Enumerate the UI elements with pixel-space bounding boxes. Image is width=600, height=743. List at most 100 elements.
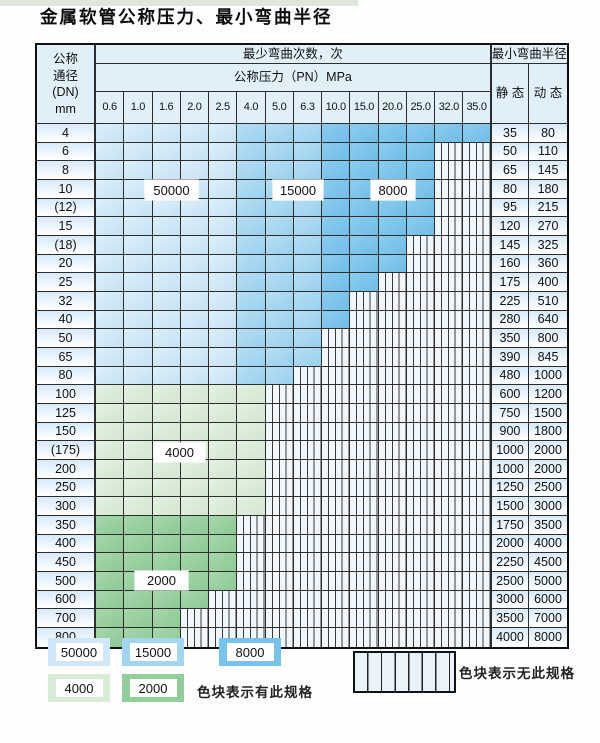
dn-cell: 400 xyxy=(37,534,96,554)
dn-cell: 500 xyxy=(37,572,96,591)
pressure-col-2.0: 2.0 xyxy=(180,92,210,124)
no-spec-cell xyxy=(322,628,351,647)
spec-cell xyxy=(152,254,181,274)
spec-cell xyxy=(96,572,125,591)
static-value: 1000 xyxy=(491,441,530,461)
spec-cell xyxy=(152,553,181,573)
no-spec-cell xyxy=(265,590,294,610)
spec-cell xyxy=(322,180,351,199)
static-value: 1000 xyxy=(491,460,530,479)
no-spec-cell xyxy=(406,553,436,573)
no-spec-cell xyxy=(463,236,492,255)
spec-cell xyxy=(152,366,181,386)
spec-cell xyxy=(209,161,238,181)
no-spec-cell xyxy=(322,329,351,349)
dn-cell: 200 xyxy=(37,460,96,479)
no-spec-cell xyxy=(350,460,379,479)
no-spec-cell xyxy=(463,534,492,554)
spec-cell xyxy=(293,161,323,181)
spec-cell xyxy=(152,590,181,610)
dn-header-line: mm xyxy=(55,101,76,116)
no-spec-cell xyxy=(406,366,436,386)
bend-times-header: 最少弯曲次数，次 xyxy=(96,45,492,64)
spec-cell xyxy=(237,254,266,274)
no-spec-cell xyxy=(322,366,351,386)
spec-cell xyxy=(124,609,153,629)
spec-cell xyxy=(322,142,351,162)
spec-cell xyxy=(180,124,210,143)
bend-times-label: 4000 xyxy=(154,443,205,462)
no-spec-cell xyxy=(406,404,436,423)
spec-cell xyxy=(124,478,153,498)
spec-table: 公称 通径 (DN) mm 最少弯曲次数，次 最小弯曲半径 公称压力（PN）MPa 静 态动 … xyxy=(35,43,569,649)
spec-cell xyxy=(124,329,153,349)
spec-cell xyxy=(124,161,153,181)
dynamic-value: 4000 xyxy=(529,534,567,554)
dn-cell: (18) xyxy=(37,236,96,255)
spec-cell xyxy=(124,273,153,293)
no-spec-cell xyxy=(435,161,464,181)
spec-cell xyxy=(209,422,238,442)
spec-cell xyxy=(378,254,407,274)
dynamic-value: 2000 xyxy=(529,460,567,479)
no-spec-cell xyxy=(237,516,266,535)
spec-cell xyxy=(237,161,266,181)
spec-cell xyxy=(152,329,181,349)
no-spec-cell xyxy=(378,310,407,330)
spec-cell xyxy=(124,348,153,367)
spec-cell xyxy=(237,366,266,386)
dynamic-value: 80 xyxy=(529,124,567,143)
scan-artifact-band xyxy=(0,0,358,6)
no-spec-cell xyxy=(378,460,407,479)
no-spec-cell xyxy=(265,516,294,535)
spec-cell xyxy=(152,142,181,162)
spec-cell xyxy=(265,366,294,386)
spec-cell xyxy=(209,217,238,237)
no-spec-cell xyxy=(406,254,436,274)
no-spec-cell xyxy=(350,422,379,442)
spec-cell xyxy=(209,198,238,218)
spec-cell xyxy=(124,422,153,442)
legend-chip-value: 8000 xyxy=(226,643,274,661)
spec-cell xyxy=(152,404,181,423)
spec-cell xyxy=(180,329,210,349)
dn-cell: 15 xyxy=(37,217,96,237)
legend-has-spec-label: 色块表示有此规格 xyxy=(197,685,313,700)
spec-cell xyxy=(378,161,407,181)
spec-cell xyxy=(209,478,238,498)
dn-cell: 50 xyxy=(37,329,96,349)
spec-cell xyxy=(96,497,125,517)
spec-cell xyxy=(350,124,379,143)
spec-cell xyxy=(463,124,492,143)
spec-cell xyxy=(237,310,266,330)
no-spec-cell xyxy=(435,572,464,591)
no-spec-cell xyxy=(378,404,407,423)
spec-cell xyxy=(124,516,153,535)
no-spec-cell xyxy=(378,628,407,647)
no-spec-cell xyxy=(435,590,464,610)
dynamic-value: 5000 xyxy=(529,572,567,591)
bend-times-label: 15000 xyxy=(273,180,323,200)
dn-cell: 600 xyxy=(37,590,96,610)
static-value: 160 xyxy=(491,254,530,274)
spec-cell xyxy=(322,217,351,237)
spec-cell xyxy=(322,292,351,311)
dynamic-value: 325 xyxy=(529,236,567,255)
no-spec-cell xyxy=(435,348,464,367)
dn-cell: 150 xyxy=(37,422,96,442)
no-spec-cell xyxy=(180,609,210,629)
spec-cell xyxy=(237,441,266,461)
spec-cell xyxy=(322,124,351,143)
spec-cell xyxy=(293,124,323,143)
spec-cell xyxy=(96,422,125,442)
spec-cell xyxy=(96,609,125,629)
no-spec-cell xyxy=(378,292,407,311)
spec-cell xyxy=(209,273,238,293)
spec-cell xyxy=(265,217,294,237)
no-spec-cell xyxy=(322,572,351,591)
static-value: 1750 xyxy=(491,516,530,535)
no-spec-cell xyxy=(209,609,238,629)
no-spec-cell xyxy=(350,478,379,498)
no-spec-cell xyxy=(463,441,492,461)
